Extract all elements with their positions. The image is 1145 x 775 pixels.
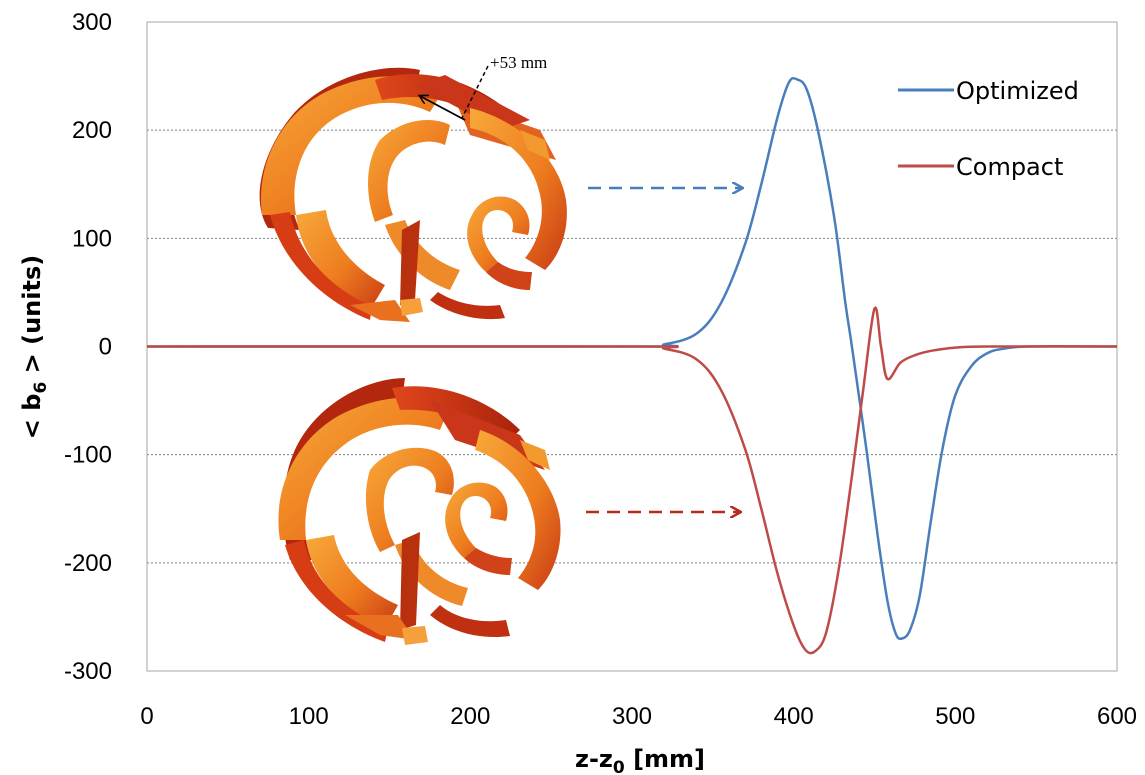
series-layer: [146, 76, 1118, 655]
x-tick-label: 400: [774, 703, 814, 730]
y-tick-label: 100: [72, 225, 112, 252]
legend: Optimized Compact: [898, 77, 1079, 181]
tick-labels: 0 100 200 300 400 500 600 300 200 100 0 -100 -200 -30…: [64, 9, 1137, 730]
annotation-arrow: [420, 96, 466, 121]
y-axis-title: < b6 > (units): [18, 255, 51, 439]
x-tick-label: 100: [289, 703, 329, 730]
offset-annotation: +53 mm: [420, 53, 547, 121]
annotation-leader-line: [461, 65, 489, 119]
x-axis-title: z-z0 [mm]: [575, 745, 705, 775]
y-axis-title-prefix: < b: [18, 394, 46, 440]
y-tick-label: -200: [64, 550, 112, 577]
legend-label-compact: Compact: [956, 153, 1063, 181]
x-tick-label: 0: [140, 703, 153, 730]
annotation-label: +53 mm: [490, 53, 547, 72]
y-tick-label: -300: [64, 658, 112, 685]
series-line-compact: [146, 306, 1118, 655]
x-tick-label: 200: [450, 703, 490, 730]
y-tick-label: 0: [99, 334, 112, 361]
compact-coil-illustration: [278, 378, 561, 645]
series-line-optimized: [146, 76, 1118, 641]
y-axis-title-subscript: 6: [31, 382, 51, 394]
y-axis-title-suffix: > (units): [18, 255, 46, 382]
x-axis-title-unit: [mm]: [625, 745, 705, 773]
x-axis-title-main: z-z: [575, 745, 613, 773]
legend-label-optimized: Optimized: [956, 77, 1079, 105]
y-tick-label: 300: [72, 9, 112, 36]
y-tick-label: 200: [72, 117, 112, 144]
x-axis-title-subscript: 0: [613, 758, 625, 775]
x-tick-label: 300: [612, 703, 652, 730]
x-tick-label: 500: [935, 703, 975, 730]
x-tick-label: 600: [1097, 703, 1137, 730]
optimized-coil-illustration: [259, 67, 567, 322]
y-tick-label: -100: [64, 442, 112, 469]
